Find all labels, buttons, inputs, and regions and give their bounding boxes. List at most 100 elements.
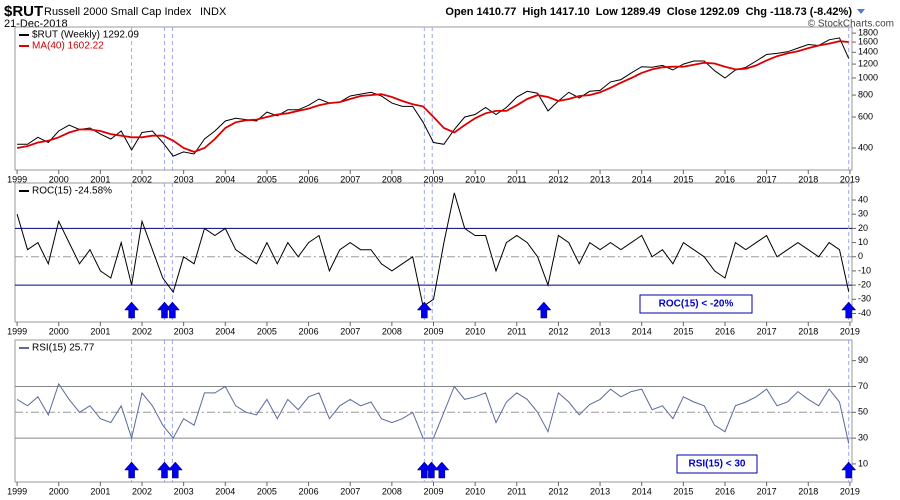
x-tick-label: 2002 — [132, 326, 152, 336]
signal-arrow — [124, 461, 140, 479]
x-tick-label: 2003 — [174, 326, 194, 336]
annotation: RSI(15) < 30 — [689, 459, 746, 470]
x-tick-label: 2009 — [423, 174, 443, 184]
signal-arrow — [841, 301, 857, 319]
x-tick-label: 2000 — [49, 486, 69, 496]
x-tick-label: 1999 — [7, 486, 27, 496]
x-tick-label: 2013 — [590, 174, 610, 184]
x-tick-label: 2010 — [465, 486, 485, 496]
x-tick-label: 2017 — [757, 486, 777, 496]
signal-arrow — [156, 301, 173, 319]
plot-area — [14, 26, 853, 171]
x-tick-label: 1999 — [7, 174, 27, 184]
y-tick-label: 50 — [858, 407, 868, 417]
x-tick-label: 2000 — [49, 174, 69, 184]
x-tick-label: 2004 — [215, 486, 235, 496]
x-tick-label: 2014 — [632, 326, 652, 336]
x-tick-label: 2014 — [632, 174, 652, 184]
series-line — [16, 40, 849, 153]
x-tick-label: 2015 — [673, 486, 693, 496]
x-tick-label: 2013 — [590, 486, 610, 496]
x-tick-label: 2005 — [257, 326, 277, 336]
x-tick-label: 2007 — [340, 486, 360, 496]
y-tick-label: 800 — [858, 89, 873, 99]
dropdown-icon[interactable] — [857, 9, 865, 14]
x-tick-label: 2018 — [798, 174, 818, 184]
y-tick-label: 30 — [858, 209, 868, 219]
signal-arrow — [434, 461, 450, 479]
x-tick-label: 2008 — [382, 174, 402, 184]
annotation-box — [639, 294, 753, 314]
x-tick-label: 2010 — [465, 326, 485, 336]
x-tick-label: 2019 — [840, 486, 860, 496]
x-tick-label: 2016 — [715, 486, 735, 496]
x-tick-label: 2005 — [257, 174, 277, 184]
y-tick-label: 1600 — [858, 36, 878, 46]
y-tick-label: -40 — [858, 308, 871, 318]
x-tick-label: 2007 — [340, 174, 360, 184]
signal-arrow — [536, 301, 552, 319]
y-tick-label: 30 — [858, 432, 868, 442]
y-tick-label: 90 — [858, 355, 868, 365]
y-tick-label: 0 — [858, 251, 863, 261]
x-tick-label: 2018 — [798, 326, 818, 336]
y-tick-label: 600 — [858, 111, 873, 121]
series-line — [16, 192, 850, 308]
signal-arrow — [124, 301, 140, 319]
legend-entry: RSI(15) 25.77 — [32, 343, 95, 354]
signal-arrow — [156, 461, 173, 479]
y-tick-label: 1200 — [858, 58, 878, 68]
x-tick-label: 2010 — [465, 174, 485, 184]
y-tick-label: 10 — [858, 237, 868, 247]
x-tick-label: 2001 — [90, 326, 110, 336]
series-line — [16, 382, 850, 444]
x-tick-label: 2013 — [590, 326, 610, 336]
quote: Open 1410.77 High 1417.10 Low 1289.49 Cl… — [445, 6, 852, 18]
x-tick-label: 1999 — [7, 326, 27, 336]
x-tick-label: 2017 — [757, 326, 777, 336]
y-tick-label: -20 — [858, 279, 871, 289]
y-tick-label: 1000 — [858, 72, 878, 82]
x-tick-label: 2019 — [840, 326, 860, 336]
x-tick-label: 2006 — [299, 486, 319, 496]
x-tick-label: 2019 — [840, 174, 860, 184]
x-tick-label: 2016 — [715, 174, 735, 184]
x-tick-label: 2008 — [382, 486, 402, 496]
x-tick-label: 2006 — [299, 326, 319, 336]
x-tick-label: 2006 — [299, 174, 319, 184]
x-tick-label: 2009 — [423, 326, 443, 336]
x-tick-label: 2011 — [507, 326, 526, 336]
x-tick-label: 2011 — [507, 486, 526, 496]
legend-entry: ROC(15) -24.58% — [32, 186, 112, 197]
x-tick-label: 2005 — [257, 486, 277, 496]
y-tick-label: 20 — [858, 223, 868, 233]
y-tick-label: -30 — [858, 294, 871, 304]
annotation-box — [676, 454, 758, 474]
x-tick-label: 2018 — [798, 486, 818, 496]
x-tick-label: 2009 — [423, 486, 443, 496]
x-tick-label: 2011 — [507, 174, 526, 184]
x-tick-label: 2015 — [673, 326, 693, 336]
x-tick-label: 2003 — [174, 174, 194, 184]
x-tick-label: 2003 — [174, 486, 194, 496]
x-tick-label: 2014 — [632, 486, 652, 496]
x-tick-label: 2012 — [548, 174, 568, 184]
exchange: INDX — [200, 6, 227, 18]
x-tick-label: 2016 — [715, 326, 735, 336]
y-tick-label: 70 — [858, 381, 868, 391]
annotation: ROC(15) < -20% — [659, 299, 734, 310]
x-tick-label: 2002 — [132, 486, 152, 496]
x-tick-label: 2002 — [132, 174, 152, 184]
y-tick-label: 1400 — [858, 47, 878, 57]
signal-arrow — [164, 301, 180, 319]
legend-entry: $RUT (Weekly) 1292.09 — [32, 30, 139, 41]
index-name: Russell 2000 Small Cap Index — [44, 6, 192, 18]
x-tick-label: 2012 — [548, 486, 568, 496]
signal-arrow — [841, 461, 857, 479]
x-tick-label: 2004 — [215, 326, 235, 336]
signal-arrow — [423, 461, 439, 479]
y-tick-label: -10 — [858, 265, 871, 275]
x-tick-label: 2007 — [340, 326, 360, 336]
y-tick-label: 10 — [858, 458, 868, 468]
